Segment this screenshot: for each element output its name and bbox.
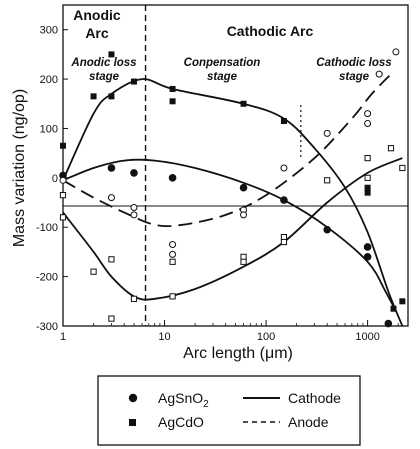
agsno2-anode-point (59, 176, 67, 184)
agsno2-cathode-point (130, 169, 138, 177)
agsno2-anode-point (280, 164, 288, 172)
anodic-loss-stage-line2: stage (89, 71, 120, 83)
agcdo-cathode-point (60, 142, 66, 149)
anodic-arc-title-line1: Anodic (73, 7, 121, 23)
agsno2-cathode-point (107, 164, 116, 172)
agcdo-cathode-point (169, 85, 176, 92)
y-tick-label: -300 (36, 321, 58, 333)
agcdo-cathode-point (280, 118, 287, 125)
compensation-stage-line2: stage (207, 71, 238, 83)
cathodic-arc-title: Cathodic Arc (227, 23, 314, 39)
agsno2-anode-point (392, 48, 400, 56)
cathode-curve-2 (62, 157, 403, 301)
agcdo-anode-point (240, 258, 247, 265)
agcdo-anode-point (59, 214, 67, 221)
legend-label-cathode: Cathode (288, 390, 341, 406)
agsno2-cathode-point (59, 171, 67, 180)
agcdo-cathode-point (399, 298, 406, 305)
agsno2-anode-point (375, 70, 383, 78)
legend-marker-agsno2 (128, 393, 138, 403)
y-tick-label: 0 (52, 173, 58, 185)
agcdo-anode-point (364, 174, 371, 181)
agcdo-anode-point (399, 164, 406, 172)
agsno2-cathode-point (280, 196, 288, 204)
anodic-arc-title-line2: Arc (85, 25, 109, 41)
legend-marker-agcdo (129, 419, 136, 426)
y-tick-label: -100 (36, 222, 58, 234)
y-tick-label: 100 (40, 123, 58, 135)
legend-label-agcdo: AgCdO (158, 414, 204, 430)
agcdo-cathode-point (240, 100, 247, 107)
agcdo-anode-point (387, 145, 395, 152)
agcdo-anode-point (169, 258, 176, 265)
trend-curves (62, 73, 404, 327)
x-tick-label: 10 (158, 331, 170, 343)
agcdo-cathode-point (364, 189, 371, 196)
agcdo-cathode-point (364, 184, 371, 191)
agsno2-anode-point (130, 203, 138, 211)
agcdo-anode-point (59, 192, 67, 199)
agsno2-anode-point (364, 110, 372, 118)
agcdo-anode-point (169, 293, 176, 300)
agcdo-cathode-point (390, 305, 397, 312)
agcdo-cathode-point (130, 78, 137, 85)
agsno2-anode-point (240, 211, 248, 219)
legend-label-agsno2-subscript: 2 (203, 399, 209, 410)
agsno2-anode-point (169, 241, 177, 249)
compensation-stage-line1: Conpensation (184, 57, 261, 69)
agcdo-anode-point (364, 154, 371, 162)
agcdo-anode-point (130, 295, 138, 302)
y-axis-title: Mass variation (ng/op) (11, 89, 28, 247)
anode-curve-3 (62, 73, 392, 228)
agsno2-anode-point (323, 129, 331, 137)
anodic-loss-stage-line1: Anodic loss (70, 57, 136, 69)
agsno2-anode-point (364, 120, 372, 128)
agcdo-anode-point (240, 253, 247, 260)
agcdo-anode-point (280, 234, 288, 241)
y-tick-label: -200 (36, 272, 58, 284)
legend-label-anode: Anode (288, 414, 329, 430)
agcdo-cathode-point (108, 93, 115, 100)
agcdo-anode-point (108, 256, 115, 263)
legend-box (97, 375, 361, 446)
agcdo-anode-point (280, 238, 288, 246)
agsno2-anode-point (107, 194, 115, 202)
agcdo-anode-point (108, 315, 115, 322)
agsno2-cathode-point (363, 243, 372, 251)
agsno2-cathode-point (363, 253, 372, 261)
agcdo-cathode-point (108, 51, 115, 58)
agsno2-cathode-point (323, 225, 331, 234)
data-points (59, 48, 406, 328)
y-tick-label: 300 (40, 25, 58, 37)
legend: AgSnO2 AgCdO Cathode Anode (97, 375, 361, 446)
x-tick-label: 1 (60, 331, 66, 343)
x-axis-title: Arc length (μm) (183, 345, 293, 362)
agcdo-cathode-point (90, 93, 97, 100)
agsno2-cathode-point (384, 319, 393, 328)
y-tick-label: 200 (40, 74, 58, 86)
agsno2-cathode-point (239, 183, 248, 192)
agsno2-anode-point (169, 250, 177, 258)
plot-frame (62, 4, 409, 327)
cathode-curve-1 (62, 158, 397, 312)
agsno2-anode-point (130, 211, 138, 219)
legend-label-agsno2: AgSnO2 (158, 390, 209, 410)
agcdo-anode-point (90, 268, 97, 275)
x-tick-label: 1000 (355, 331, 379, 343)
cathode-curve-0 (62, 78, 404, 327)
agcdo-anode-point (324, 177, 331, 184)
cathodic-loss-stage-line1: Cathodic loss (316, 57, 391, 69)
agcdo-cathode-point (169, 98, 176, 105)
agsno2-cathode-point (168, 174, 177, 182)
x-tick-label: 100 (257, 331, 275, 343)
cathodic-loss-stage-line2: stage (339, 71, 370, 83)
